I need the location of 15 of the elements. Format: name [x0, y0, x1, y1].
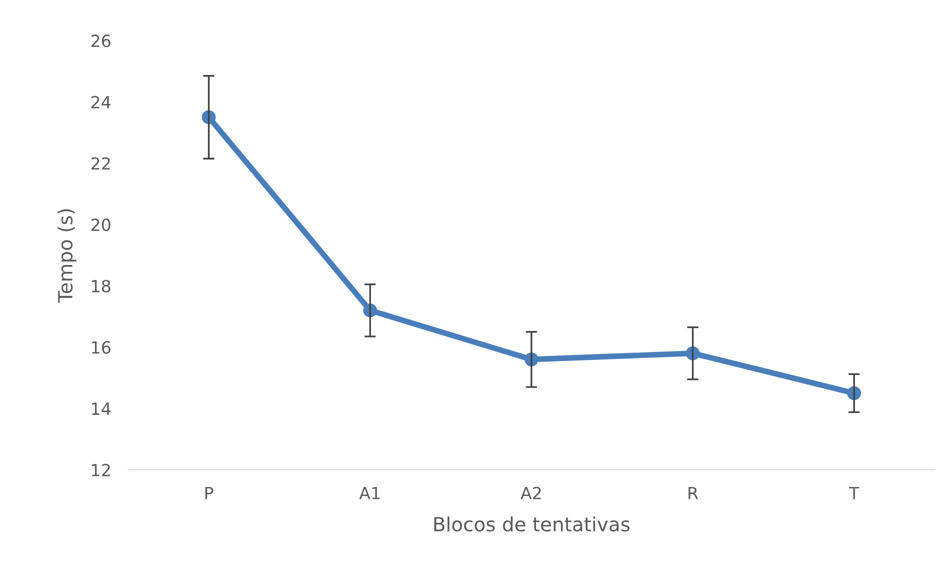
x-tick-label: A1	[359, 486, 380, 500]
y-tick-label: 16	[92, 341, 110, 354]
y-axis-title: Tempo (s)	[58, 209, 76, 303]
y-tick-label: 26	[91, 34, 110, 48]
y-tick-label: 24	[91, 96, 111, 108]
y-tick-label: 12	[92, 464, 110, 476]
x-tick-label: A2	[520, 486, 541, 500]
y-tick-label: 18	[92, 280, 110, 292]
x-tick-label: P	[205, 486, 214, 500]
y-tick-label: 14	[92, 402, 111, 415]
x-tick-label: T	[848, 486, 860, 500]
y-tick-label: 22	[91, 157, 110, 170]
x-axis-title: Blocos de tentativas	[434, 516, 630, 532]
y-tick-label: 20	[91, 218, 110, 232]
x-tick-label: R	[688, 486, 698, 500]
